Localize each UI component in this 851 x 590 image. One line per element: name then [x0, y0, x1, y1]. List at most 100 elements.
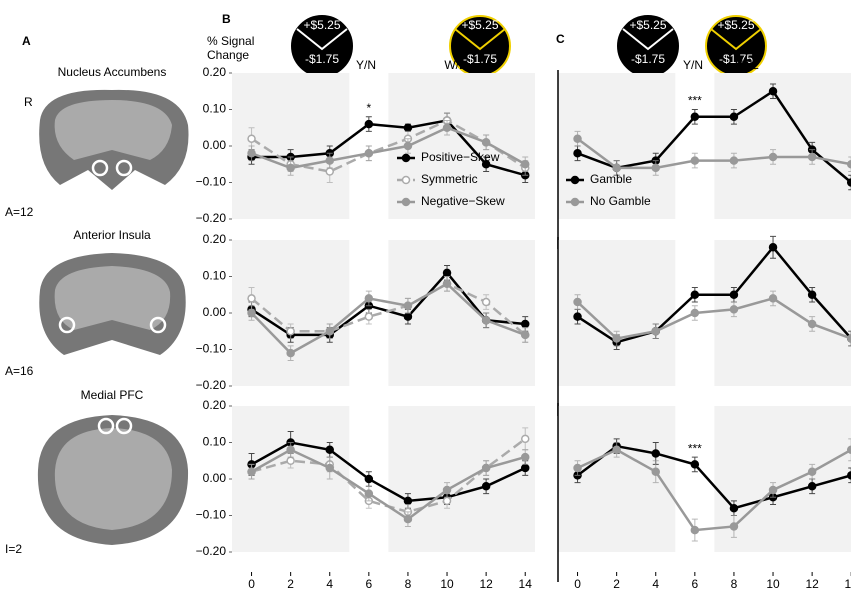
data-point [522, 320, 529, 327]
figure: A B C Nucleus Accumbens R A=12 Anterior … [0, 0, 851, 590]
data-point [691, 461, 698, 468]
data-point [248, 295, 255, 302]
data-point [574, 313, 581, 320]
significance-label: *** [688, 441, 702, 455]
data-point [404, 124, 411, 131]
icon-gain: +$5.25 [717, 18, 754, 32]
x-tick-label: 12 [479, 577, 493, 590]
data-point [809, 468, 816, 475]
data-point [809, 153, 816, 160]
data-point [522, 161, 529, 168]
y-tick-label: 0.20 [203, 65, 227, 79]
icon-loss: -$1.75 [631, 52, 665, 66]
data-point [613, 164, 620, 171]
data-point [730, 157, 737, 164]
y-tick-label: −0.20 [196, 544, 227, 558]
y-tick-label: 0.10 [203, 269, 227, 283]
data-point [691, 113, 698, 120]
data-point [444, 280, 451, 287]
y-axis-label: % Signal Change [207, 34, 277, 62]
icon-loss: -$1.75 [463, 52, 497, 66]
data-point [809, 291, 816, 298]
data-point [574, 299, 581, 306]
y-tick-label: −0.10 [196, 508, 227, 522]
data-point [287, 164, 294, 171]
data-point [248, 150, 255, 157]
data-point [574, 465, 581, 472]
data-point [730, 505, 737, 512]
x-tick-label: 0 [248, 577, 255, 590]
panel-label: A [22, 34, 31, 48]
x-tick-label: 6 [691, 577, 698, 590]
data-point [404, 143, 411, 150]
legend-marker [403, 155, 410, 162]
data-point [483, 139, 490, 146]
y-tick-label: −0.20 [196, 378, 227, 392]
legend-label: Negative−Skew [421, 194, 505, 208]
region-name: Anterior Insula [73, 228, 151, 242]
slice-coord: A=12 [5, 205, 34, 219]
data-point [770, 153, 777, 160]
x-tick-label: 14 [845, 577, 851, 590]
data-point [652, 450, 659, 457]
data-point [404, 313, 411, 320]
significance-label: *** [688, 94, 702, 108]
data-point [770, 295, 777, 302]
data-point [365, 150, 372, 157]
data-point [613, 446, 620, 453]
y-tick-label: −0.10 [196, 342, 227, 356]
data-point [483, 483, 490, 490]
x-tick-label: 4 [326, 577, 333, 590]
region-name: Nucleus Accumbens [58, 65, 167, 79]
y-tick-label: 0.10 [203, 102, 227, 116]
y-tick-label: 0.20 [203, 398, 227, 412]
legend-marker [572, 199, 579, 206]
data-point [404, 516, 411, 523]
data-point [613, 335, 620, 342]
data-point [522, 454, 529, 461]
data-point [522, 465, 529, 472]
data-point [691, 157, 698, 164]
data-point [730, 306, 737, 313]
data-point [770, 88, 777, 95]
legend-marker [572, 177, 579, 184]
data-point [287, 446, 294, 453]
data-point [652, 164, 659, 171]
icon-label: Y/N [683, 58, 703, 72]
data-point [809, 483, 816, 490]
data-point [522, 435, 529, 442]
data-point [483, 299, 490, 306]
y-tick-label: 0.00 [203, 305, 227, 319]
legend-label: Gamble [590, 172, 632, 186]
legend-marker [403, 199, 410, 206]
data-point [691, 310, 698, 317]
data-point [574, 135, 581, 142]
legend-label: No Gamble [590, 194, 651, 208]
chart: A B C Nucleus Accumbens R A=12 Anterior … [0, 0, 851, 590]
data-point [326, 328, 333, 335]
data-point [691, 291, 698, 298]
x-tick-label: 10 [440, 577, 454, 590]
data-point [691, 527, 698, 534]
y-tick-label: 0.10 [203, 435, 227, 449]
icon-loss: -$1.75 [305, 52, 339, 66]
data-point [248, 135, 255, 142]
panel-label: B [222, 12, 231, 26]
x-tick-label: 0 [574, 577, 581, 590]
data-point [287, 457, 294, 464]
data-point [483, 317, 490, 324]
data-point [365, 121, 372, 128]
slice-coord: A=16 [5, 364, 34, 378]
side-label: R [24, 95, 33, 109]
data-point [574, 150, 581, 157]
slice-coord: I=2 [5, 542, 22, 556]
brain-images [38, 90, 189, 545]
x-tick-label: 10 [766, 577, 780, 590]
data-point [770, 486, 777, 493]
region-name: Medial PFC [81, 388, 144, 402]
icon-gain: +$5.25 [629, 18, 666, 32]
x-tick-label: 8 [405, 577, 412, 590]
data-point [365, 490, 372, 497]
x-tick-label: 8 [731, 577, 738, 590]
data-point [365, 295, 372, 302]
